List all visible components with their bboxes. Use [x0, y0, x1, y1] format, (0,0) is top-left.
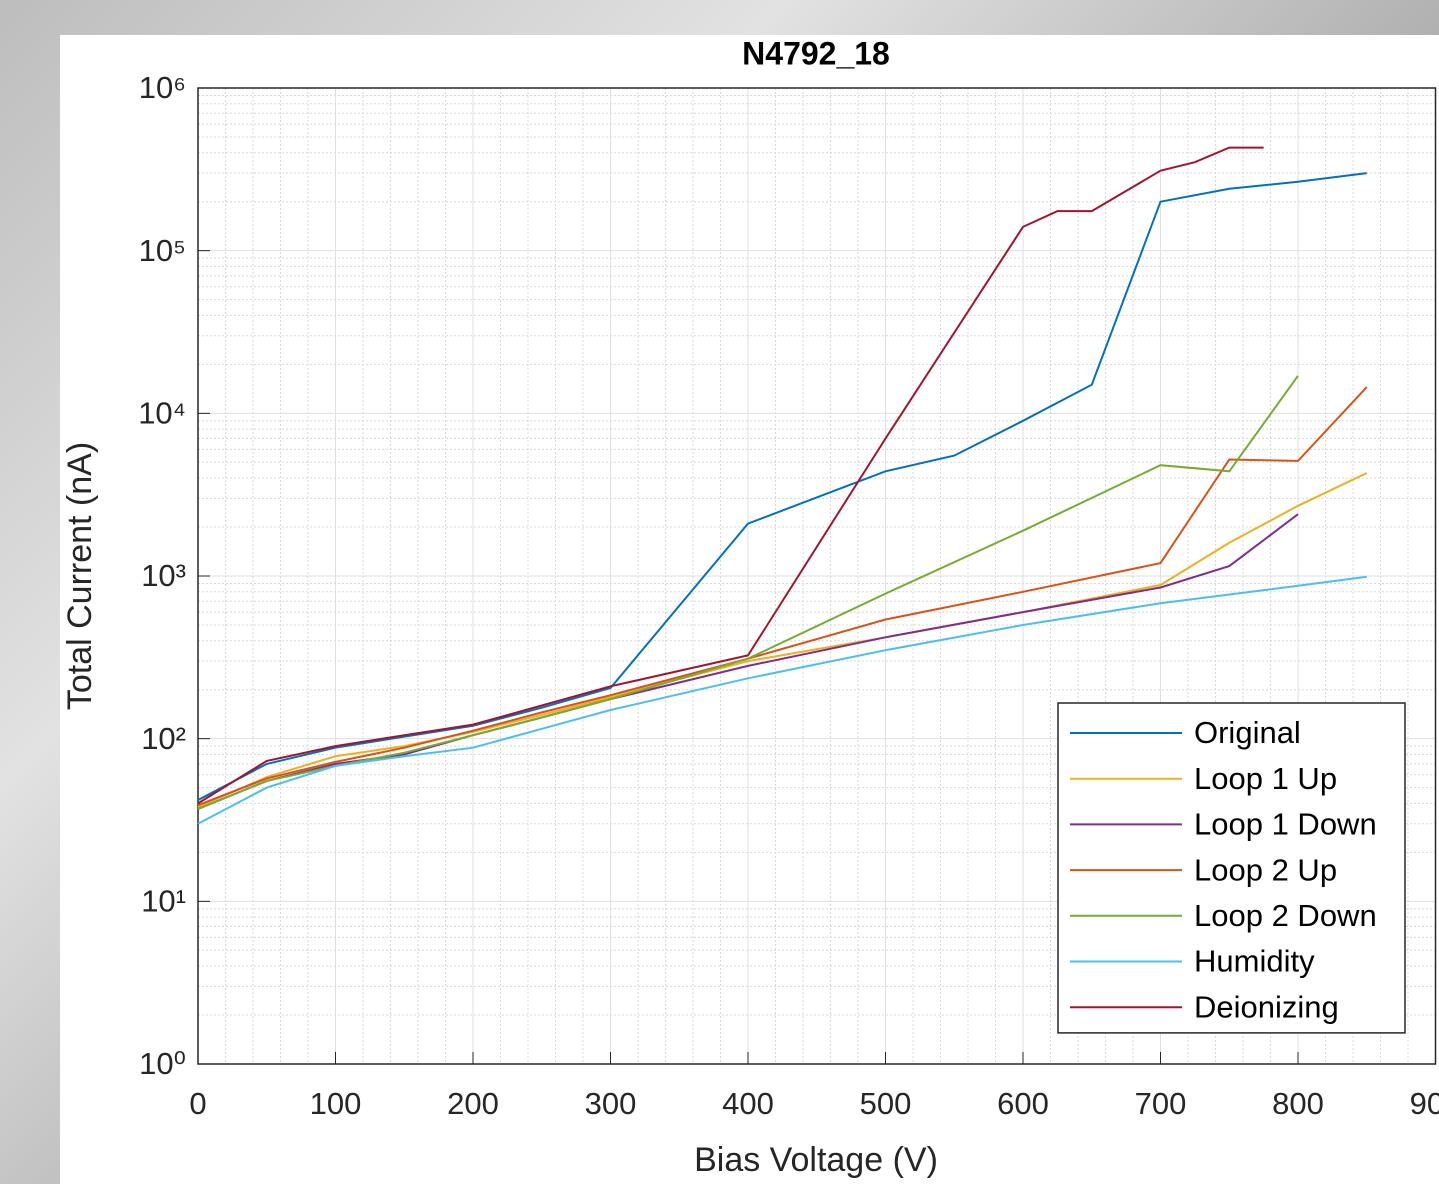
x-tick-label: 400 [722, 1086, 774, 1121]
x-tick-label: 700 [1135, 1086, 1187, 1121]
x-tick-label: 800 [1272, 1086, 1324, 1121]
y-tick-label: 10⁶ [139, 70, 186, 105]
x-tick-label: 200 [447, 1086, 499, 1121]
x-tick-label: 500 [860, 1086, 912, 1121]
x-tick-label: 600 [997, 1086, 1049, 1121]
legend-label: Loop 1 Up [1194, 761, 1337, 796]
y-tick-label: 10¹ [141, 884, 186, 919]
series-line [197, 172, 1367, 801]
legend-label: Loop 1 Down [1194, 807, 1377, 842]
legend-label: Loop 2 Up [1194, 852, 1337, 887]
y-tick-label: 10⁵ [139, 233, 186, 268]
x-axis-label: Bias Voltage (V) [694, 1141, 938, 1179]
y-tick-label: 10⁴ [138, 396, 186, 431]
x-tick-label: 0 [189, 1086, 206, 1121]
x-tick-label: 300 [585, 1086, 637, 1121]
legend-box [1057, 702, 1406, 1034]
legend-label: Humidity [1194, 944, 1315, 979]
y-tick-label: 10⁰ [139, 1046, 186, 1081]
x-tick-label: 100 [310, 1086, 362, 1121]
legend-label: Original [1194, 715, 1301, 750]
series-line [197, 146, 1264, 805]
chart-title: N4792_18 [742, 35, 890, 71]
series-line [197, 386, 1368, 807]
y-axis-label: Total Current (nA) [61, 442, 99, 710]
y-tick-label: 10² [141, 721, 186, 756]
legend-label: Deionizing [1194, 989, 1339, 1024]
x-tick-label: 900 [1410, 1086, 1439, 1121]
y-tick-label: 10³ [141, 558, 186, 593]
plot-frame [197, 87, 1437, 1065]
series-line [197, 575, 1367, 825]
legend-label: Loop 2 Down [1194, 898, 1377, 933]
